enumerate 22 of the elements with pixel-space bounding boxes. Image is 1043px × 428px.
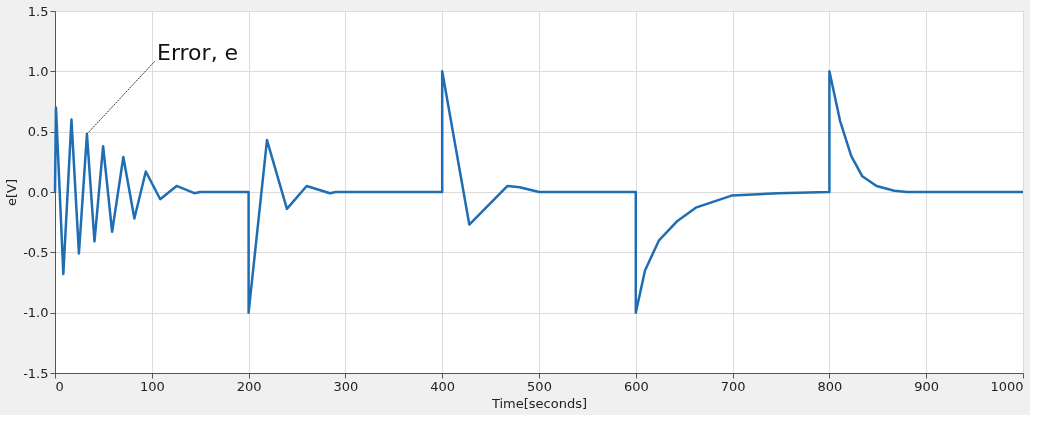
y-tick-label: 0.0 xyxy=(27,184,49,200)
x-tick-label: 400 xyxy=(430,378,456,394)
x-tick-label: 800 xyxy=(817,378,843,394)
x-tick-label: 0 xyxy=(55,378,64,394)
x-tick-label: 300 xyxy=(333,378,359,394)
y-tick-label: 0.5 xyxy=(27,124,49,140)
x-tick-label: 1000 xyxy=(990,378,1024,394)
x-tick-label: 600 xyxy=(623,378,649,394)
y-tick-label: 1.5 xyxy=(27,3,49,19)
y-tick-label: -1.5 xyxy=(23,365,49,381)
x-tick-label: 900 xyxy=(914,378,940,394)
y-axis-title: e[V] xyxy=(4,178,20,207)
annotation: Error, e xyxy=(157,40,239,65)
y-tick-label: -0.5 xyxy=(23,244,49,260)
x-axis-title: Time[seconds] xyxy=(490,395,588,411)
line-series xyxy=(53,70,1025,314)
y-tick-label: 1.0 xyxy=(27,63,49,79)
x-tick-label: 100 xyxy=(139,378,165,394)
x-tick-label: 200 xyxy=(236,378,262,394)
y-tick-label: -1.0 xyxy=(23,305,49,321)
x-tick-label: 500 xyxy=(527,378,552,394)
x-tick-label: 700 xyxy=(720,378,746,394)
